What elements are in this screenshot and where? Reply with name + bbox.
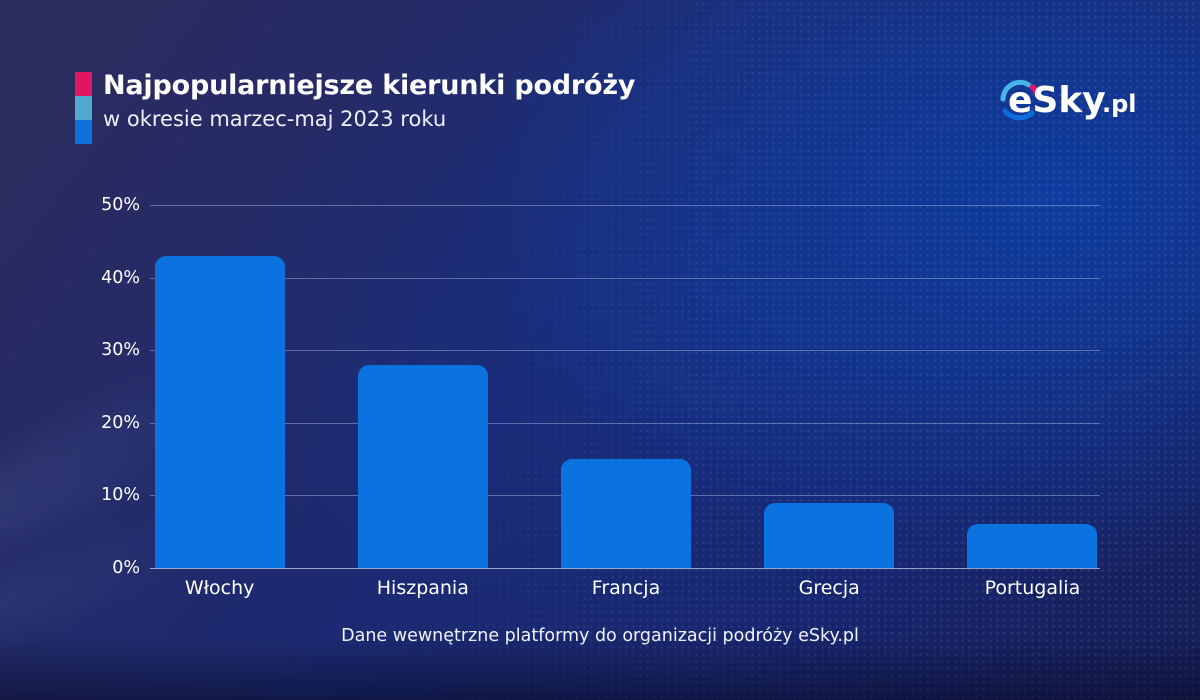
bar-włochy [154,255,285,568]
gridline-20 [150,422,1100,424]
x-axis-label-francja: Francja [591,577,661,599]
y-tick-label-20: 20% [101,412,140,433]
x-axis-label-portugalia: Portugalia [984,577,1081,599]
esky-logo-icon: eSky .pl [1000,79,1137,121]
bar-portugalia [967,524,1098,568]
esky-logo: eSky .pl [996,60,1144,130]
bar-slot-portugalia: Portugalia [931,205,1134,599]
logo-text: eSky [1008,80,1106,121]
y-tick-label-10: 10% [101,485,140,506]
bar-francja [561,459,691,568]
y-tick-label-30: 30% [101,340,140,361]
gridline-0 [150,568,1100,569]
y-axis-labels: 0% 10% 20% 30% 40% 50% [0,195,140,578]
accent-stripe-segment-0 [75,72,92,96]
y-tick-label-0: 0% [112,558,140,578]
y-tick-label-50: 50% [101,195,140,215]
bar-slot-hiszpania: Hiszpania [321,205,524,599]
accent-stripe-segment-2 [75,120,92,144]
logo-arcs-icon [1000,79,1040,121]
bar-grecja [764,502,895,568]
bar-slot-francja: Francja [524,205,727,599]
header: Najpopularniejsze kierunki podróży w okr… [0,0,1200,160]
logo-suffix: .pl [1102,90,1137,118]
gridline-50 [150,205,1100,206]
gridline-40 [150,277,1100,279]
title-block: Najpopularniejsze kierunki podróży w okr… [103,70,636,131]
accent-stripe [75,72,92,144]
x-axis-label-grecja: Grecja [798,577,860,599]
bar-slot-włochy: Włochy [118,205,321,599]
gridline-30 [150,350,1100,352]
source-note: Dane wewnętrzne platformy do organizacji… [341,626,859,646]
plot-area: Włochy Hiszpania Francja Grecja Portugalia [150,205,1100,599]
bar-hiszpania [357,364,488,568]
bars-row: Włochy Hiszpania Francja Grecja Portugalia [118,205,1134,599]
x-axis-label-włochy: Włochy [184,577,255,599]
page-subtitle: w okresie marzec-maj 2023 roku [103,107,447,131]
y-tick-label-40: 40% [101,267,140,288]
x-axis-label-hiszpania: Hiszpania [376,577,469,599]
bar-slot-grecja: Grecja [728,205,931,599]
page-title: Najpopularniejsze kierunki podróży [103,70,636,101]
bar-chart: 0% 10% 20% 30% 40% 50% Włochy Hiszpania Francja… [0,195,1200,599]
accent-stripe-segment-1 [75,96,92,120]
